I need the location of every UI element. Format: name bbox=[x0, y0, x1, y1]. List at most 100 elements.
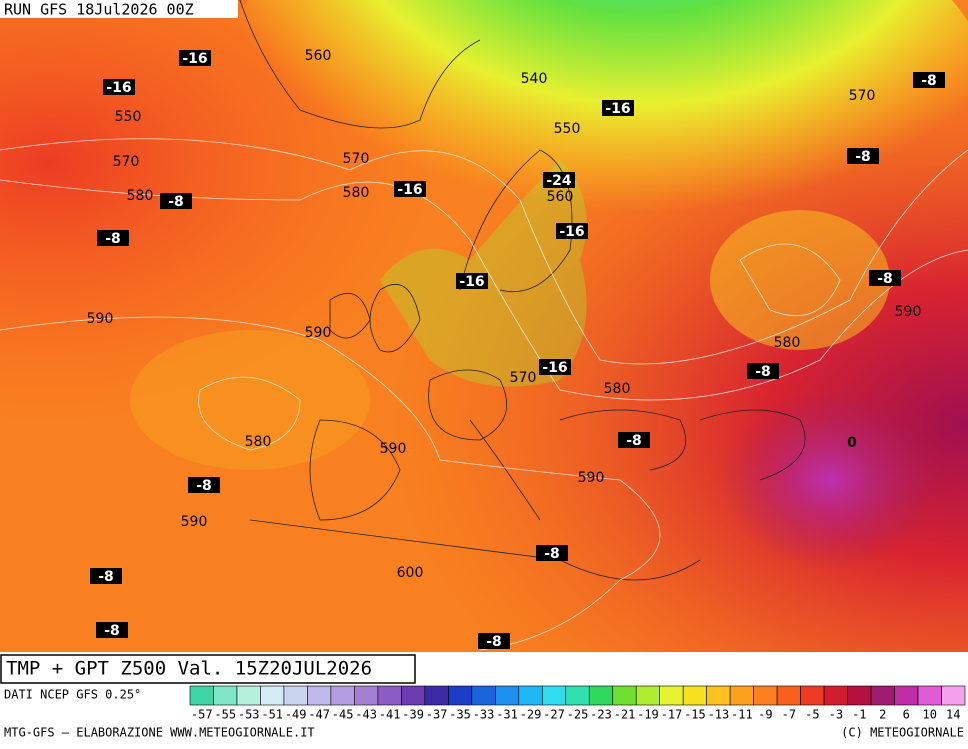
scale-label: -21 bbox=[614, 708, 636, 722]
scale-label: 2 bbox=[879, 708, 886, 722]
scale-label: -23 bbox=[590, 708, 612, 722]
scale-swatch bbox=[471, 685, 496, 706]
scale-swatch bbox=[753, 685, 778, 706]
temperature-label-box bbox=[747, 363, 779, 379]
geopotential-label: 570 bbox=[849, 88, 876, 104]
scale-swatch bbox=[377, 685, 402, 706]
scale-label: -35 bbox=[449, 708, 471, 722]
temperature-label-box bbox=[188, 477, 220, 493]
temperature-label-box bbox=[394, 181, 426, 197]
scale-swatch bbox=[941, 685, 966, 706]
temperature-label: -16 bbox=[182, 51, 207, 67]
geopotential-label: 550 bbox=[554, 121, 581, 137]
scale-label: 10 bbox=[923, 708, 937, 722]
temperature-label: -16 bbox=[397, 182, 422, 198]
scale-label: 6 bbox=[903, 708, 910, 722]
temperature-label-box bbox=[456, 273, 488, 289]
geopotential-label: 560 bbox=[305, 48, 332, 64]
temperature-label-box bbox=[618, 432, 650, 448]
geopotential-label: 590 bbox=[380, 441, 407, 457]
temperature-label: -8 bbox=[196, 478, 212, 494]
scale-label: -37 bbox=[426, 708, 448, 722]
run-box bbox=[0, 0, 238, 18]
scale-label: -19 bbox=[637, 708, 659, 722]
scale-swatch bbox=[401, 685, 426, 706]
scale-label: -55 bbox=[214, 708, 236, 722]
scale-swatch bbox=[635, 685, 660, 706]
temperature-label: -16 bbox=[459, 274, 484, 290]
geopotential-label: 580 bbox=[343, 185, 370, 201]
geopotential-label: 590 bbox=[578, 470, 605, 486]
temperature-label: -8 bbox=[855, 149, 871, 165]
scale-label: -7 bbox=[782, 708, 796, 722]
geopotential-label: 570 bbox=[510, 370, 537, 386]
geopotential-label: 540 bbox=[521, 71, 548, 87]
scale-swatch bbox=[260, 685, 285, 706]
temperature-label-box bbox=[556, 223, 588, 239]
temperature-label: -16 bbox=[106, 80, 131, 96]
scale-swatch bbox=[800, 685, 825, 706]
scale-swatch bbox=[823, 685, 848, 706]
scale-label: -3 bbox=[829, 708, 843, 722]
temperature-label: -16 bbox=[559, 224, 584, 240]
scale-label: -47 bbox=[308, 708, 330, 722]
scale-label: -9 bbox=[758, 708, 772, 722]
temperature-label: -16 bbox=[605, 101, 630, 117]
scale-label: -39 bbox=[402, 708, 424, 722]
scale-label: -53 bbox=[238, 708, 260, 722]
geopotential-label: 560 bbox=[547, 189, 574, 205]
scale-swatch bbox=[565, 685, 590, 706]
scale-swatch bbox=[776, 685, 801, 706]
temperature-label-box bbox=[913, 72, 945, 88]
geopotential-label: 550 bbox=[115, 109, 142, 125]
temperature-label-box bbox=[103, 79, 135, 95]
scale-swatch bbox=[894, 685, 919, 706]
temperature-label-box bbox=[543, 172, 575, 188]
scale-label: -51 bbox=[261, 708, 283, 722]
geopotential-label: 590 bbox=[87, 311, 114, 327]
title-box bbox=[0, 654, 416, 684]
geopotential-label: 580 bbox=[245, 434, 272, 450]
scale-swatch bbox=[588, 685, 614, 706]
scale-swatch bbox=[448, 685, 473, 706]
temperature-label-box bbox=[602, 100, 634, 116]
temperature-label-box bbox=[869, 270, 901, 286]
temperature-label: -8 bbox=[105, 231, 121, 247]
scale-swatch bbox=[847, 685, 872, 706]
scale-label: -25 bbox=[567, 708, 589, 722]
temperature-label-box bbox=[160, 193, 192, 209]
scale-swatch bbox=[189, 685, 214, 706]
temperature-label-box bbox=[90, 568, 122, 584]
scale-swatch bbox=[917, 685, 942, 706]
scale-swatch bbox=[518, 685, 543, 706]
scale-swatch bbox=[612, 685, 637, 706]
geopotential-label: 590 bbox=[895, 304, 922, 320]
temperature-label: -8 bbox=[544, 546, 560, 562]
scale-label: -5 bbox=[805, 708, 819, 722]
scale-label: -13 bbox=[708, 708, 730, 722]
scale-swatch bbox=[682, 685, 707, 706]
scale-swatch bbox=[870, 685, 895, 706]
temperature-label: -8 bbox=[486, 634, 502, 650]
temperature-label: -8 bbox=[104, 623, 120, 639]
geopotential-label: 590 bbox=[305, 325, 332, 341]
scale-label: -33 bbox=[473, 708, 495, 722]
scale-swatch bbox=[236, 685, 261, 706]
geopotential-label: 590 bbox=[181, 514, 208, 530]
geopotential-label: 580 bbox=[127, 188, 154, 204]
map-field bbox=[0, 0, 968, 652]
scale-swatch bbox=[495, 685, 520, 706]
scale-swatch bbox=[541, 685, 567, 706]
copyright: (C) METEOGIORNALE bbox=[841, 726, 964, 740]
scale-label: -15 bbox=[684, 708, 706, 722]
temperature-label: -8 bbox=[755, 364, 771, 380]
temperature-label-box bbox=[539, 359, 571, 375]
scale-swatch bbox=[307, 685, 332, 706]
geopotential-label: 570 bbox=[113, 154, 140, 170]
scale-label: -27 bbox=[543, 708, 565, 722]
scale-swatch bbox=[354, 685, 379, 706]
temperature-label: -8 bbox=[877, 271, 893, 287]
scale-swatch bbox=[729, 685, 754, 706]
geopotential-label: 580 bbox=[604, 381, 631, 397]
temperature-label-box bbox=[847, 148, 879, 164]
